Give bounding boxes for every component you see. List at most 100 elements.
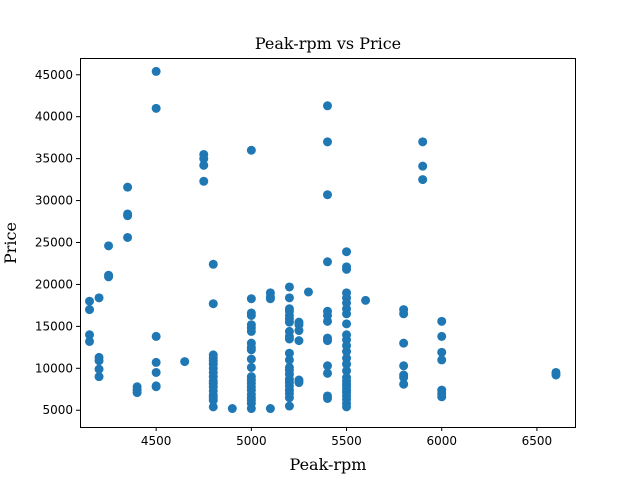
- scatter-point: [294, 326, 304, 336]
- scatter-point: [284, 355, 294, 365]
- y-tick-label: 35000: [35, 152, 73, 166]
- scatter-point: [132, 388, 142, 398]
- y-axis-label: Price: [1, 222, 20, 264]
- scatter-point: [551, 370, 561, 380]
- scatter-point: [284, 334, 294, 344]
- scatter-point: [342, 247, 352, 257]
- scatter-point: [246, 145, 256, 155]
- scatter-point: [227, 404, 237, 414]
- scatter-point: [418, 137, 428, 147]
- y-tick-label: 20000: [35, 277, 73, 291]
- plot-area: [85, 66, 561, 414]
- scatter-point: [342, 264, 352, 274]
- scatter-point: [361, 295, 371, 305]
- scatter-point: [323, 257, 332, 267]
- scatter-point: [399, 379, 409, 389]
- scatter-point: [294, 378, 304, 388]
- scatter-point: [151, 103, 161, 113]
- scatter-point: [323, 316, 332, 326]
- x-tick-label: 4500: [141, 434, 172, 448]
- scatter-point: [342, 309, 352, 319]
- scatter-point: [151, 382, 161, 392]
- scatter-point: [94, 372, 104, 382]
- scatter-point: [437, 347, 447, 357]
- scatter-point: [437, 392, 447, 402]
- scatter-point: [418, 161, 428, 171]
- scatter-point: [342, 319, 352, 329]
- scatter-point: [399, 373, 409, 383]
- scatter-point: [284, 282, 294, 292]
- y-tick-label: 40000: [35, 110, 73, 124]
- scatter-point: [265, 404, 275, 414]
- scatter-point: [437, 331, 447, 341]
- scatter-point: [399, 338, 409, 348]
- scatter-point: [85, 336, 95, 346]
- scatter-point: [323, 393, 332, 403]
- x-axis-label: Peak-rpm: [290, 455, 367, 474]
- x-tick-label: 6500: [522, 434, 553, 448]
- x-tick-label: 6000: [426, 434, 457, 448]
- scatter-point: [151, 331, 161, 341]
- scatter-point: [85, 330, 95, 340]
- scatter-point: [85, 296, 95, 306]
- scatter-point: [208, 402, 218, 412]
- scatter-point: [94, 364, 104, 374]
- scatter-point: [323, 336, 332, 346]
- scatter-point: [85, 305, 95, 315]
- scatter-point: [104, 272, 114, 282]
- scatter-point: [284, 317, 294, 327]
- scatter-point: [323, 137, 332, 147]
- scatter-point: [94, 293, 104, 303]
- scatter-point: [399, 361, 409, 371]
- scatter-point: [123, 182, 133, 192]
- y-tick-label: 15000: [35, 319, 73, 333]
- scatter-point: [342, 347, 352, 357]
- scatter-point: [323, 190, 332, 200]
- y-tick-label: 10000: [35, 361, 73, 375]
- x-tick-label: 5500: [331, 434, 362, 448]
- scatter-point: [418, 175, 428, 185]
- scatter-point: [151, 367, 161, 377]
- scatter-point: [208, 299, 218, 309]
- scatter-point: [246, 404, 256, 414]
- scatter-point: [323, 368, 332, 378]
- scatter-point: [246, 354, 256, 364]
- scatter-point: [323, 101, 332, 111]
- y-tick-label: 45000: [35, 68, 73, 82]
- axes-frame: [80, 58, 576, 428]
- scatter-point: [180, 357, 190, 367]
- scatter-point: [199, 176, 209, 186]
- scatter-point: [284, 348, 294, 358]
- scatter-point: [199, 154, 209, 164]
- x-tick-label: 5000: [236, 434, 267, 448]
- scatter-point: [208, 259, 218, 269]
- scatter-point: [246, 294, 256, 304]
- scatter-point: [246, 326, 256, 336]
- x-axis-ticks: 4500 5000 5500 6000 6500: [141, 427, 552, 448]
- scatter-point: [284, 293, 294, 303]
- y-axis-ticks: 5000 10000 15000 20000 25000 30000 35000 40000 4…: [35, 68, 80, 417]
- scatter-point: [399, 309, 409, 319]
- chart-title: Peak-rpm vs Price: [255, 34, 401, 53]
- scatter-point: [284, 401, 294, 411]
- scatter-point: [104, 241, 114, 251]
- scatter-point: [94, 356, 104, 366]
- scatter-point: [246, 310, 256, 320]
- scatter-point: [323, 361, 332, 371]
- scatter-point: [123, 211, 133, 221]
- scatter-point: [151, 357, 161, 367]
- scatter-point: [284, 393, 294, 403]
- scatter-point: [342, 359, 352, 369]
- y-tick-label: 30000: [35, 194, 73, 208]
- scatter-point: [437, 316, 447, 326]
- scatter-point: [199, 160, 209, 170]
- scatter-point: [151, 66, 161, 76]
- scatter-point: [123, 232, 133, 242]
- scatter-point: [437, 355, 447, 365]
- scatter-point: [303, 287, 313, 297]
- scatter-point: [342, 366, 352, 376]
- scatter-point: [246, 362, 256, 372]
- y-tick-label: 5000: [42, 403, 73, 417]
- scatter-point: [208, 395, 218, 405]
